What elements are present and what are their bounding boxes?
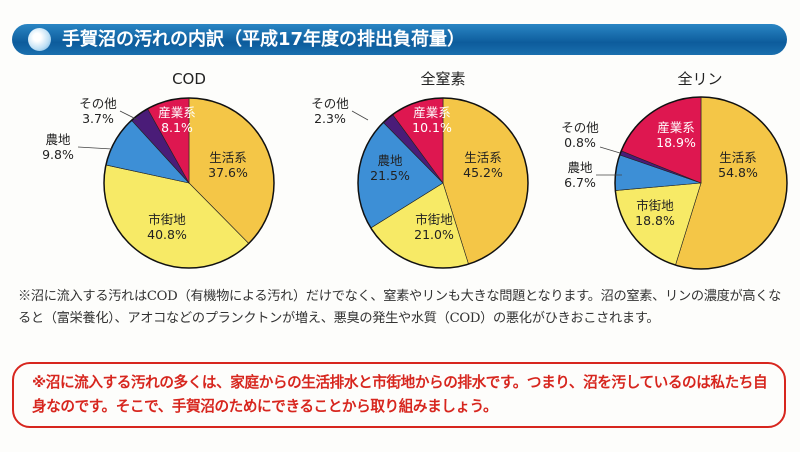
slice-label: その他	[79, 96, 117, 111]
slice-label: 産業系	[413, 105, 451, 120]
slice-value: 3.7%	[82, 111, 114, 126]
slice-value: 21.0%	[414, 227, 454, 242]
slice-value: 0.8%	[564, 135, 596, 150]
callout-text: ※沼に流入する汚れの多くは、家庭からの生活排水と市街地からの排水です。つまり、沼…	[32, 374, 768, 415]
slice-label: 農地	[377, 153, 403, 168]
slice-value: 2.3%	[314, 111, 346, 126]
chart-title: 全窒素	[420, 70, 465, 88]
leader-line	[599, 146, 621, 154]
slice-label: 生活系	[719, 150, 757, 165]
slice-label: 産業系	[657, 120, 695, 135]
title-banner: 手賀沼の汚れの内訳（平成17年度の排出負荷量）	[12, 24, 787, 55]
slice-label: 農地	[567, 160, 593, 175]
slice-label: その他	[311, 96, 349, 111]
slice-label: その他	[561, 120, 599, 135]
slice-label: 市街地	[148, 212, 186, 227]
slice-value: 45.2%	[463, 165, 503, 180]
slice-value: 37.6%	[208, 165, 248, 180]
slice-value: 18.8%	[635, 213, 675, 228]
slice-label: 市街地	[415, 212, 453, 227]
slice-value: 8.1%	[161, 120, 193, 135]
slice-value: 9.8%	[42, 147, 74, 162]
slice-value: 40.8%	[147, 227, 187, 242]
slice-value: 21.5%	[370, 168, 410, 183]
slice-label: 市街地	[636, 198, 674, 213]
slice-value: 18.9%	[656, 135, 696, 150]
chart-title: 全リン	[677, 70, 722, 88]
callout-box: ※沼に流入する汚れの多くは、家庭からの生活排水と市街地からの排水です。つまり、沼…	[12, 362, 786, 428]
slice-label: 生活系	[464, 150, 502, 165]
note-text: ※沼に流入する汚れはCOD（有機物による汚れ）だけでなく、窒素やリンも大きな問題…	[18, 289, 782, 326]
page-title: 手賀沼の汚れの内訳（平成17年度の排出負荷量）	[62, 29, 466, 50]
slice-label: 農地	[45, 132, 71, 147]
slice-label: 産業系	[158, 105, 196, 120]
pie-outline	[614, 96, 788, 270]
pie-outline	[357, 97, 529, 269]
leader-line	[119, 110, 139, 121]
slice-label: 生活系	[209, 150, 247, 165]
bullet-ball-icon	[28, 28, 51, 51]
slice-value: 54.8%	[718, 165, 758, 180]
slice-value: 10.1%	[412, 120, 452, 135]
slice-value: 6.7%	[564, 175, 596, 190]
leader-line	[351, 110, 369, 121]
chart-title: COD	[172, 70, 206, 88]
leader-line	[77, 146, 113, 150]
pie-outline	[103, 97, 275, 269]
